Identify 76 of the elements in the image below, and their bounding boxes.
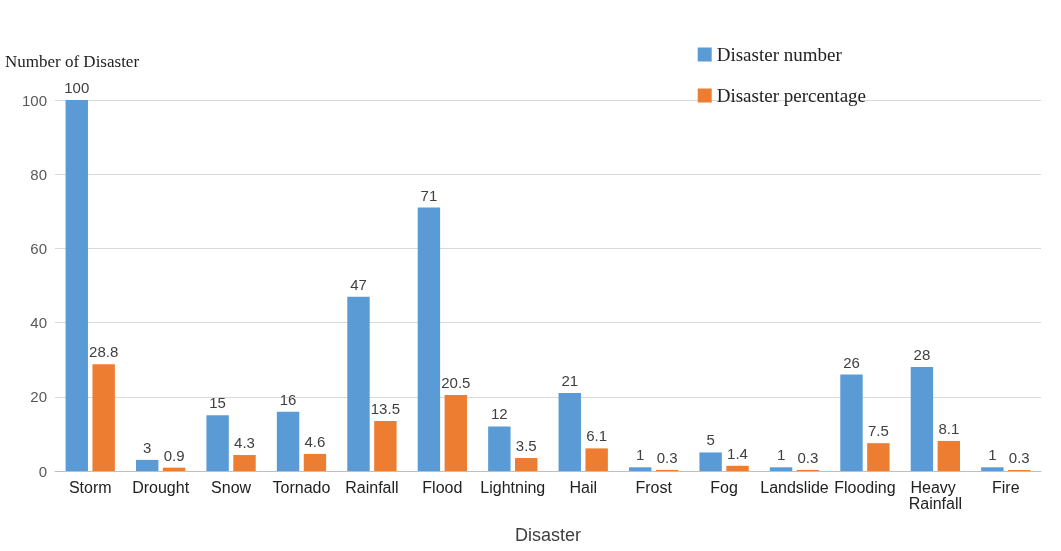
bar — [488, 426, 511, 471]
y-tick-label: 0 — [38, 462, 47, 480]
x-axis-title: Disaster — [514, 525, 582, 545]
x-tick-label: Rainfall — [345, 478, 399, 496]
data-label: 20.5 — [441, 373, 471, 391]
x-tick-label: Drought — [132, 478, 190, 496]
x-tick-label: Flooding — [834, 478, 896, 496]
data-label: 4.6 — [304, 432, 326, 450]
legend-label: Disaster percentage — [716, 85, 867, 106]
data-label: 6.1 — [586, 427, 608, 445]
bar — [515, 458, 538, 471]
x-tick-label: Hail — [569, 478, 597, 496]
x-tick-label: Snow — [211, 478, 252, 496]
x-tick-label: Heavy Rainfall — [908, 478, 963, 512]
data-label: 100 — [64, 79, 90, 96]
bar — [444, 394, 468, 471]
bar — [135, 459, 159, 471]
x-tick-label: Storm — [68, 478, 112, 496]
y-axis-title: Number of Disaster — [5, 52, 140, 71]
data-label: 1 — [776, 446, 786, 464]
y-tick-label: 40 — [30, 314, 47, 332]
bar — [699, 452, 722, 471]
bar — [585, 448, 608, 471]
data-label: 0.3 — [656, 448, 678, 466]
bar — [867, 443, 890, 471]
bar — [558, 393, 581, 471]
data-label: 12 — [491, 405, 508, 423]
data-label: 28.8 — [89, 343, 119, 361]
bar — [92, 364, 115, 471]
data-label: 3 — [143, 438, 152, 456]
y-tick-label: 80 — [30, 165, 47, 183]
y-tick-label: 100 — [21, 91, 47, 109]
bar — [840, 374, 863, 471]
data-label: 15 — [209, 394, 226, 412]
x-tick-label: Fire — [992, 478, 1020, 496]
bar — [233, 455, 256, 471]
data-label: 21 — [561, 372, 579, 390]
bar — [347, 296, 370, 471]
bar — [628, 467, 652, 471]
bar — [981, 467, 1004, 471]
y-tick-label: 20 — [30, 388, 47, 406]
data-label: 16 — [279, 390, 297, 408]
data-label: 1 — [988, 446, 997, 464]
data-label: 47 — [350, 275, 367, 293]
data-label: 4.3 — [234, 434, 255, 452]
x-tick-label: Lightning — [480, 478, 546, 496]
bar — [206, 415, 229, 471]
data-label: 26 — [843, 353, 860, 371]
data-label: 3.5 — [515, 437, 537, 455]
x-tick-label: Flood — [422, 478, 463, 496]
x-tick-label: Fog — [710, 478, 738, 496]
legend-label: Disaster number — [716, 44, 843, 65]
y-tick-label: 60 — [30, 239, 47, 257]
bar — [417, 207, 441, 471]
bar — [303, 453, 327, 471]
bar — [937, 440, 961, 471]
x-tick-label: Frost — [635, 478, 673, 496]
bar — [65, 100, 88, 471]
data-label: 13.5 — [370, 399, 400, 417]
data-label: 0.3 — [1008, 448, 1030, 466]
bar — [910, 367, 934, 471]
data-label: 8.1 — [938, 419, 960, 437]
bar — [769, 467, 793, 471]
bar — [276, 411, 300, 471]
data-label: 1.4 — [727, 444, 748, 462]
data-label: 28 — [913, 346, 931, 364]
x-tick-label: Tornado — [272, 478, 331, 496]
bar — [374, 420, 397, 471]
data-label: 71 — [420, 186, 438, 204]
x-tick-label: Landslide — [760, 478, 829, 496]
bar — [726, 465, 749, 471]
data-label: 0.9 — [163, 446, 185, 464]
data-label: 1 — [636, 446, 645, 464]
data-label: 7.5 — [867, 422, 889, 440]
data-label: 5 — [706, 431, 715, 449]
data-label: 0.3 — [797, 448, 819, 466]
